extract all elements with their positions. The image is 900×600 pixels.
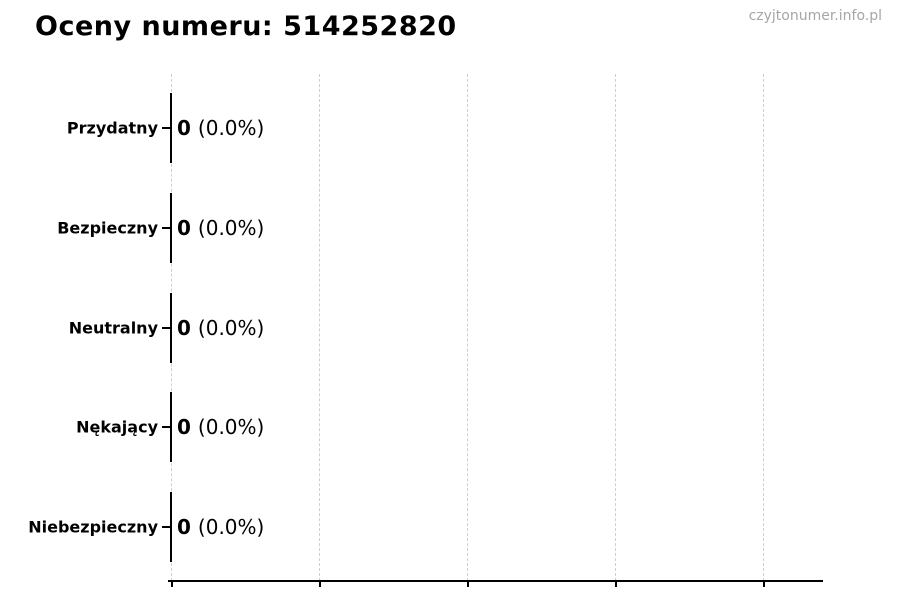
chart-row: Nękający 0 (0.0%) xyxy=(0,392,900,462)
zero-value-bar xyxy=(170,492,172,562)
y-tick xyxy=(162,227,170,229)
x-axis-line xyxy=(168,580,823,582)
y-tick xyxy=(162,327,170,329)
chart-row: Niebezpieczny 0 (0.0%) xyxy=(0,492,900,562)
x-tick xyxy=(171,582,173,587)
gridline xyxy=(763,74,764,581)
value-annotation: 0 (0.0%) xyxy=(177,515,264,539)
x-tick xyxy=(763,582,765,587)
y-tick xyxy=(162,426,170,428)
value-annotation: 0 (0.0%) xyxy=(177,415,264,439)
x-tick xyxy=(467,582,469,587)
zero-value-bar xyxy=(170,392,172,462)
chart-row: Przydatny 0 (0.0%) xyxy=(0,93,900,163)
x-tick xyxy=(319,582,321,587)
x-tick xyxy=(615,582,617,587)
value-count: 0 xyxy=(177,216,191,240)
value-count: 0 xyxy=(177,116,191,140)
value-annotation: 0 (0.0%) xyxy=(177,216,264,240)
zero-value-bar xyxy=(170,293,172,363)
gridline xyxy=(615,74,616,581)
value-count: 0 xyxy=(177,316,191,340)
chart-title: Oceny numeru: 514252820 xyxy=(35,11,457,42)
y-tick xyxy=(162,526,170,528)
value-percent: (0.0%) xyxy=(197,316,265,340)
zero-value-bar xyxy=(170,93,172,163)
chart-row: Neutralny 0 (0.0%) xyxy=(0,293,900,363)
value-percent: (0.0%) xyxy=(197,415,265,439)
zero-value-bar xyxy=(170,193,172,263)
value-percent: (0.0%) xyxy=(197,515,265,539)
value-annotation: 0 (0.0%) xyxy=(177,116,264,140)
category-label: Bezpieczny xyxy=(57,218,158,238)
category-label: Nękający xyxy=(76,417,158,437)
category-label: Neutralny xyxy=(68,318,158,338)
gridline xyxy=(319,74,320,581)
value-percent: (0.0%) xyxy=(197,116,265,140)
value-count: 0 xyxy=(177,515,191,539)
category-label: Niebezpieczny xyxy=(28,517,158,537)
category-label: Przydatny xyxy=(66,118,158,138)
y-tick xyxy=(162,127,170,129)
value-percent: (0.0%) xyxy=(197,216,265,240)
gridline xyxy=(467,74,468,581)
value-annotation: 0 (0.0%) xyxy=(177,316,264,340)
watermark: czyjtonumer.info.pl xyxy=(748,8,882,24)
chart-row: Bezpieczny 0 (0.0%) xyxy=(0,193,900,263)
value-count: 0 xyxy=(177,415,191,439)
